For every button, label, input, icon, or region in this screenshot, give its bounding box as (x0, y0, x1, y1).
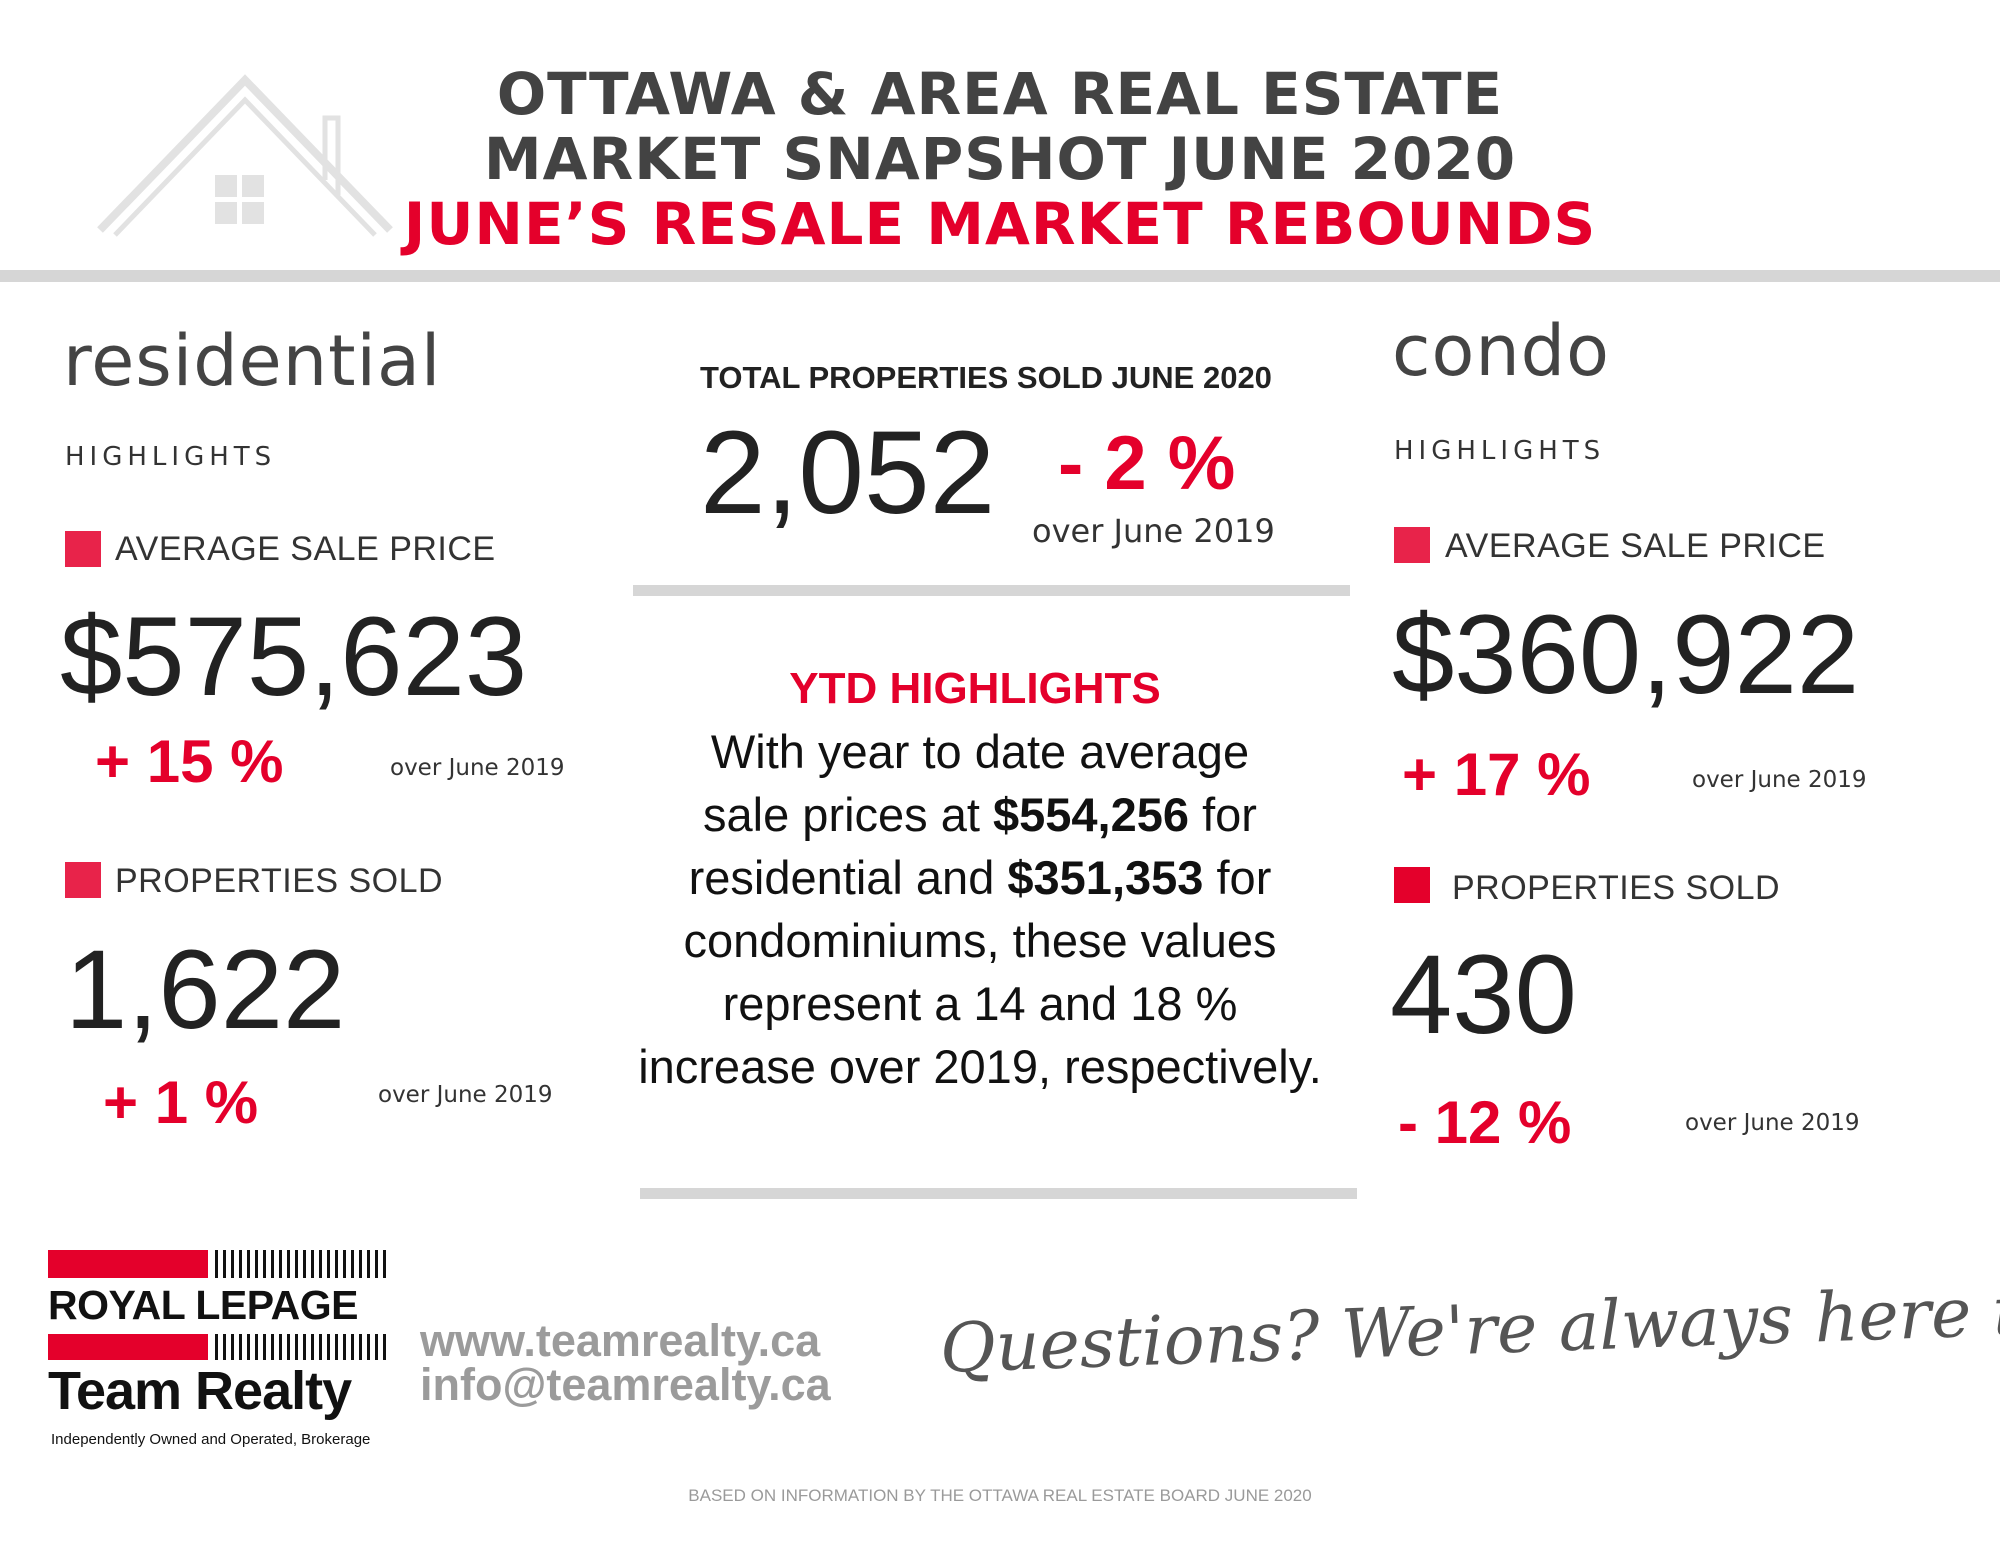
logo-tagline: Independently Owned and Operated, Broker… (51, 1431, 371, 1448)
condo-sold-bullet (1394, 867, 1430, 903)
residential-sold-value: 1,622 (65, 927, 346, 1052)
ytd-line-1: With year to date average (710, 725, 1250, 778)
condo-sold-value: 430 (1390, 932, 1577, 1057)
residential-sold-bullet (65, 862, 101, 898)
condo-avg-label: AVERAGE SALE PRICE (1445, 527, 1826, 565)
residential-sold-change: + 1 % (103, 1069, 259, 1136)
center-divider-top (633, 585, 1350, 596)
ytd-line-3: residential and $351,353 for (688, 851, 1272, 904)
total-sold-label: TOTAL PROPERTIES SOLD JUNE 2020 (700, 360, 1272, 395)
title-line-3: JUNE’S RESALE MARKET REBOUNDS (403, 190, 1597, 258)
residential-avg-label: AVERAGE SALE PRICE (115, 530, 496, 568)
logo-line-2: Team Realty (48, 1361, 352, 1421)
residential-sold-over: over June 2019 (378, 1082, 553, 1108)
ytd-line-5: represent a 14 and 18 % (722, 977, 1238, 1030)
residential-avg-bullet (65, 531, 101, 567)
residential-avg-value: $575,623 (60, 594, 528, 719)
website-link[interactable]: www.teamrealty.ca (420, 1315, 821, 1366)
logo-line-1: ROYAL LEPAGE (48, 1282, 358, 1328)
total-sold-change: - 2 % (1058, 421, 1236, 506)
ytd-line-4: condominiums, these values (683, 914, 1277, 967)
residential-title: residential (63, 320, 442, 402)
total-sold-over: over June 2019 (1032, 512, 1275, 550)
logo-bar-bottom (48, 1334, 208, 1360)
condo-sold-label: PROPERTIES SOLD (1452, 869, 1781, 907)
header-divider (0, 270, 2000, 282)
center-divider-bottom (640, 1188, 1357, 1199)
residential-avg-over: over June 2019 (390, 755, 565, 781)
ytd-line-6: increase over 2019, respectively. (638, 1040, 1322, 1093)
title-line-2: MARKET SNAPSHOT JUNE 2020 (483, 125, 1517, 193)
cta-text: Questions? We're always here to help (938, 1265, 2000, 1389)
condo-avg-over: over June 2019 (1692, 767, 1867, 793)
house-outline-icon (97, 74, 393, 237)
total-sold-value: 2,052 (700, 407, 996, 539)
logo-barcode-bottom (215, 1334, 390, 1360)
condo-avg-change: + 17 % (1402, 741, 1591, 808)
residential-avg-change: + 15 % (95, 728, 284, 795)
ytd-title: YTD HIGHLIGHTS (789, 664, 1161, 713)
footer-source-note: BASED ON INFORMATION BY THE OTTAWA REAL … (688, 1486, 1312, 1505)
residential-highlights-label: HIGHLIGHTS (65, 442, 277, 472)
ytd-line-2: sale prices at $554,256 for (703, 788, 1257, 841)
residential-sold-label: PROPERTIES SOLD (115, 862, 444, 900)
logo-barcode-top (215, 1250, 390, 1278)
logo-bar-top (48, 1250, 208, 1278)
condo-sold-change: - 12 % (1398, 1089, 1572, 1156)
condo-highlights-label: HIGHLIGHTS (1394, 436, 1606, 466)
condo-sold-over: over June 2019 (1685, 1110, 1860, 1136)
email-link[interactable]: info@teamrealty.ca (420, 1359, 831, 1410)
ytd-body: With year to date average sale prices at… (590, 720, 1370, 1098)
condo-title: condo (1392, 310, 1610, 392)
title-line-1: OTTAWA & AREA REAL ESTATE (496, 60, 1504, 128)
royal-lepage-logo: ROYAL LEPAGE Team Realty Independently O… (48, 1248, 390, 1458)
condo-avg-bullet (1394, 527, 1430, 563)
condo-avg-value: $360,922 (1392, 592, 1860, 717)
